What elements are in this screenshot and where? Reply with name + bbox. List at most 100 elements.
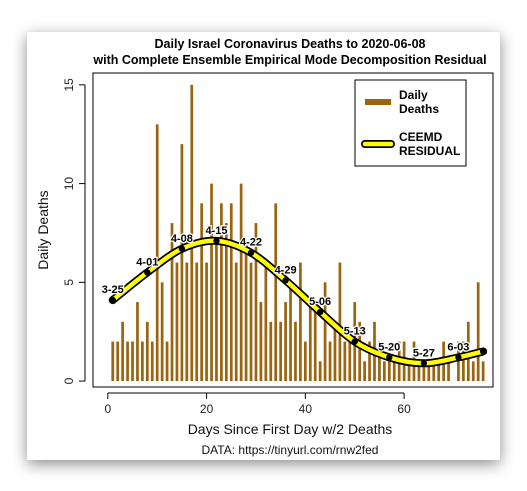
y-tick-label: 5 (62, 279, 76, 286)
bar (185, 262, 189, 382)
bar (284, 302, 287, 382)
bar (150, 341, 154, 382)
bar (229, 203, 233, 382)
chart-title: Daily Israel Coronavirus Deaths to 2020-… (155, 37, 426, 51)
bar (318, 361, 322, 382)
residual-curve-layer: 3-25 4-01 4-08 4-15 4-22 4-29 5-06 5-13 5-20 5-27… (100, 224, 488, 368)
bar (303, 341, 307, 382)
bar (155, 124, 159, 382)
y-axis-label: Daily Deaths (35, 190, 51, 269)
residual-point-label: 5-13 (344, 326, 366, 338)
bar (383, 361, 386, 382)
legend-label-line: Deaths (399, 102, 439, 116)
bar (141, 341, 144, 382)
residual-point-label: 4-01 (136, 256, 158, 268)
residual-point (109, 296, 116, 304)
residual-point-label: 5-06 (309, 296, 331, 308)
bar (254, 223, 258, 382)
residual-point (420, 360, 428, 367)
bar (136, 302, 139, 382)
y-tick-label: 0 (62, 377, 76, 384)
bar (210, 183, 213, 382)
legend-label-line: CEEMD (399, 130, 443, 144)
chart-subtitle: with Complete Ensemble Empirical Mode De… (92, 53, 486, 67)
bar (244, 242, 248, 382)
x-tick-label: 40 (299, 402, 313, 416)
axes-layer: 0 20 40 60 0 5 10 15 (62, 78, 411, 416)
bar (392, 361, 396, 382)
bar (471, 361, 475, 382)
residual-point (479, 348, 487, 355)
residual-point-label: 6-03 (447, 341, 469, 353)
residual-point-label: 5-27 (413, 347, 435, 359)
x-tick-label: 60 (397, 402, 411, 416)
residual-point (247, 249, 255, 256)
bar (234, 262, 238, 382)
bar (299, 262, 302, 382)
bar (358, 321, 362, 382)
bar (437, 361, 441, 382)
bar (343, 341, 347, 382)
legend-label-line: RESIDUAL (399, 144, 460, 158)
legend-box (354, 79, 467, 167)
bar (165, 341, 169, 382)
bar (289, 282, 292, 382)
bar (200, 203, 203, 382)
x-axis-label: Days Since First Day w/2 Deaths (188, 421, 393, 437)
bar (407, 361, 411, 382)
bar (175, 262, 179, 382)
bar (126, 341, 129, 382)
y-tick-label: 10 (62, 177, 76, 191)
bar (422, 361, 426, 382)
bar (313, 302, 317, 382)
chart-figure: Daily Israel Coronavirus Deaths to 2020-… (27, 32, 500, 460)
plot-frame (92, 72, 494, 388)
bar (111, 341, 115, 382)
y-tick-label: 15 (62, 78, 76, 92)
legend-label: CEEMD RESIDUAL (399, 130, 460, 158)
residual-point (282, 277, 289, 284)
residual-point-label: 4-08 (171, 233, 193, 245)
bar (432, 361, 436, 382)
bar (387, 361, 391, 382)
bar (121, 321, 124, 382)
bar (368, 341, 371, 382)
bar (378, 341, 381, 382)
bar (180, 144, 184, 382)
bar (338, 262, 342, 382)
bar (220, 203, 223, 382)
bar (308, 302, 312, 382)
bar (215, 242, 218, 382)
bar (160, 282, 164, 382)
bar (427, 361, 431, 382)
bar (333, 321, 337, 382)
chart-svg: Daily Israel Coronavirus Deaths to 2020-… (35, 37, 494, 457)
bar (328, 341, 332, 382)
bar (116, 341, 120, 382)
legend-label: Daily Deaths (399, 88, 439, 116)
bar (417, 361, 421, 382)
bar (447, 361, 450, 382)
residual-point (351, 338, 358, 345)
bar (363, 361, 366, 382)
bar (269, 321, 273, 382)
bar (190, 84, 194, 382)
residual-point (213, 237, 220, 245)
bar (195, 262, 199, 382)
bar (131, 341, 134, 382)
legend-label-line: Daily (399, 88, 428, 102)
bar (348, 341, 352, 382)
residual-point-label: 3-25 (102, 284, 124, 296)
residual-point (178, 245, 186, 252)
residual-point-label: 4-29 (275, 264, 297, 276)
bar (145, 321, 149, 382)
bar (259, 302, 263, 382)
bar (323, 282, 327, 382)
residual-point-label: 4-15 (205, 225, 227, 237)
bar (274, 203, 278, 382)
bar (170, 223, 174, 382)
residual-point (386, 354, 393, 361)
bar (249, 262, 253, 382)
bar (462, 341, 465, 382)
bar (205, 262, 208, 382)
